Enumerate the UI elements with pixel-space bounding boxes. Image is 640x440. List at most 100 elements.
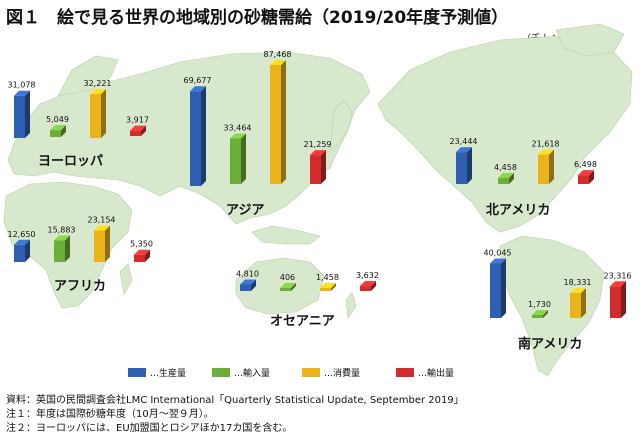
- data-label-production: 40,045: [484, 249, 512, 258]
- bar-consumption: [270, 65, 281, 184]
- bar-top-export: [578, 170, 594, 176]
- legend-swatch-consumption: [302, 368, 320, 377]
- region-group-4: 23,444 4,458 21,618 6,498 北アメリカ: [450, 137, 597, 218]
- bar-side-consumption: [581, 288, 586, 318]
- legend: …生産量 …輸入量 …消費量 …輸出量: [128, 367, 454, 379]
- bar-side-production: [201, 86, 206, 186]
- bar-consumption: [320, 288, 331, 291]
- bar-side-production: [25, 239, 30, 262]
- legend-swatch-import: [212, 368, 230, 377]
- landmass-north-america: [377, 35, 633, 233]
- bar-production: [456, 152, 467, 184]
- landmass-indonesia: [251, 225, 321, 245]
- bar-side-export: [141, 125, 146, 136]
- bar-export: [134, 254, 145, 262]
- bar-consumption: [570, 293, 581, 318]
- data-label-export: 3,917: [126, 116, 149, 125]
- bar-top-consumption: [270, 60, 286, 66]
- data-label-consumption: 18,331: [564, 278, 592, 287]
- bar-export: [610, 286, 621, 318]
- bar-export: [578, 175, 589, 184]
- bar-consumption: [94, 230, 105, 262]
- region-group-0: 31,078 5,049 32,221 3,917 ヨーロッパ: [8, 79, 149, 169]
- bar-side-export: [371, 281, 376, 291]
- region-group-1: 69,677 33,464 87,468 21,259 アジア: [184, 50, 332, 218]
- bar-side-import: [241, 133, 246, 184]
- bar-side-export: [621, 281, 626, 318]
- bars-layer: 31,078 5,049 32,221 3,917 ヨーロッパ 69,677 33,464 8…: [8, 50, 632, 352]
- bar-top-consumption: [90, 89, 106, 95]
- bar-top-import: [54, 235, 70, 241]
- bar-side-import: [61, 125, 66, 137]
- bar-top-production: [240, 279, 256, 285]
- bar-side-production: [467, 147, 472, 184]
- bar-top-export: [360, 281, 376, 287]
- bar-import: [50, 130, 61, 137]
- landmass-new-zealand: [345, 291, 357, 319]
- legend-swatch-production: [128, 368, 146, 377]
- region-label: アジア: [226, 203, 264, 218]
- data-label-production: 69,677: [184, 76, 212, 85]
- region-label: オセアニア: [270, 314, 335, 329]
- bar-import: [230, 138, 241, 184]
- bar-top-consumption: [320, 283, 336, 288]
- bar-production: [14, 244, 25, 262]
- region-group-2: 12,650 15,883 23,154 5,350 アフリカ: [8, 216, 153, 294]
- note-2: 注２：ヨーロッパには、EU加盟国とロシアほか17カ国を含む。: [6, 423, 293, 434]
- bar-top-consumption: [94, 225, 110, 231]
- legend-swatch-export: [396, 368, 414, 377]
- data-label-import: 5,049: [46, 115, 69, 124]
- bar-export: [130, 130, 141, 136]
- bar-side-consumption: [549, 149, 554, 184]
- data-label-export: 21,259: [304, 140, 332, 149]
- chart-title: 図１ 絵で見る世界の地域別の砂糖需給（2019/20年度予測値）: [6, 8, 509, 28]
- bar-import: [280, 288, 291, 291]
- bar-side-consumption: [281, 60, 286, 185]
- region-label: 北アメリカ: [486, 203, 550, 218]
- bar-top-export: [610, 281, 626, 287]
- bar-top-export: [134, 249, 150, 255]
- bar-export: [310, 155, 321, 184]
- data-label-consumption: 21,618: [532, 140, 560, 149]
- data-label-import: 15,883: [48, 225, 76, 234]
- bar-top-production: [190, 86, 206, 92]
- data-label-export: 5,350: [130, 240, 153, 249]
- bar-production: [14, 95, 25, 138]
- bar-production: [240, 284, 251, 291]
- note-source: 資料：英国の民間調査会社LMC International「Quarterly …: [6, 395, 464, 406]
- bar-import: [498, 177, 509, 184]
- bar-top-production: [490, 258, 506, 264]
- bar-top-import: [280, 283, 296, 288]
- bar-export: [360, 286, 371, 291]
- landmass-australia: [235, 257, 325, 315]
- bar-top-import: [50, 125, 66, 131]
- bar-top-import: [230, 133, 246, 139]
- data-label-production: 12,650: [8, 230, 36, 239]
- bar-side-production: [251, 279, 256, 291]
- bar-consumption: [538, 154, 549, 184]
- data-label-import: 4,458: [494, 163, 517, 172]
- legend-label-export: …輸出量: [418, 367, 454, 379]
- bar-side-import: [543, 310, 548, 318]
- bar-side-export: [589, 170, 594, 184]
- data-label-production: 4,810: [236, 269, 259, 278]
- region-group-3: 4,810 406 1,458 3,632 オセアニア: [236, 269, 379, 329]
- data-label-production: 23,444: [450, 137, 478, 146]
- region-label: ヨーロッパ: [38, 154, 103, 169]
- bar-consumption: [90, 94, 101, 138]
- data-label-import: 406: [280, 273, 295, 282]
- bar-side-import: [65, 235, 70, 262]
- bar-top-export: [130, 125, 146, 131]
- bar-import: [54, 240, 65, 262]
- region-group-5: 40,045 1,730 18,331 23,316 南アメリカ: [484, 249, 632, 352]
- landmass-south-america: [499, 235, 605, 377]
- data-label-consumption: 1,458: [316, 273, 339, 282]
- data-label-consumption: 23,154: [88, 216, 116, 225]
- legend-label-production: …生産量: [150, 367, 186, 379]
- bar-top-consumption: [570, 288, 586, 294]
- data-label-export: 3,632: [356, 271, 379, 280]
- data-label-consumption: 87,468: [264, 50, 292, 59]
- bar-import: [532, 315, 543, 318]
- region-label: アフリカ: [54, 279, 106, 294]
